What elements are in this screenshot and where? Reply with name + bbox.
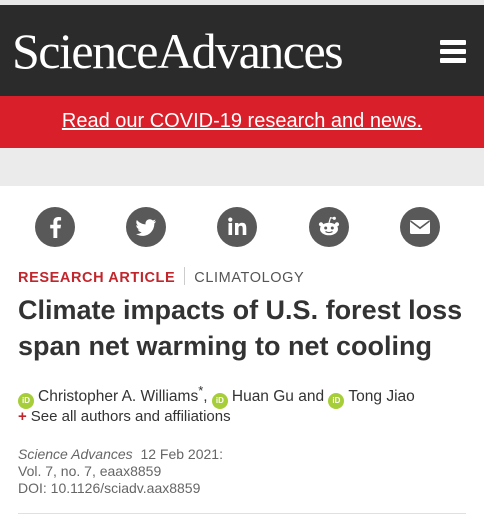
email-icon[interactable] [400, 207, 440, 247]
facebook-icon[interactable] [35, 207, 75, 247]
citation-block: Science Advances 12 Feb 2021: Vol. 7, no… [18, 446, 223, 497]
reddit-icon[interactable] [309, 207, 349, 247]
orcid-icon[interactable]: iD [211, 393, 228, 410]
orcid-icon[interactable]: iD [328, 393, 345, 410]
author-separator: and [293, 388, 329, 406]
doi-line[interactable]: DOI: 10.1126/sciadv.aax8859 [18, 480, 201, 496]
author-name[interactable]: Huan Gu [231, 388, 294, 406]
menu-bar [440, 58, 466, 63]
article-title: Climate impacts of U.S. forest loss span… [18, 295, 463, 361]
plus-icon: + [18, 408, 27, 425]
author-separator: , [203, 388, 212, 406]
author-name[interactable]: Tong Jiao [348, 388, 415, 406]
linkedin-icon[interactable] [217, 207, 257, 247]
publication-date: 12 Feb 2021: [140, 446, 223, 462]
tag-divider [184, 267, 186, 285]
citation-journal-line: Science Advances 12 Feb 2021: [18, 446, 223, 463]
hamburger-menu-icon[interactable] [440, 40, 470, 66]
corresponding-author-mark: * [198, 383, 204, 398]
author-list: iD Christopher A. Williams*, iD Huan Gu an… [18, 383, 415, 410]
section-divider [18, 513, 466, 514]
author-name[interactable]: Christopher A. Williams [38, 388, 199, 406]
article-type-tag[interactable]: RESEARCH ARTICLE [18, 270, 176, 286]
ad-placeholder-band [0, 148, 484, 186]
article-tags: RESEARCH ARTICLE CLIMATOLOGY [18, 267, 304, 287]
volume-line: Vol. 7, no. 7, eaax8859 [18, 463, 162, 479]
menu-bar [440, 49, 466, 54]
see-all-authors-label: See all authors and affiliations [30, 408, 231, 425]
top-status-strip [0, 0, 484, 5]
journal-logo[interactable]: ScienceAdvances [12, 23, 344, 79]
covid-research-link[interactable]: Read our COVID-19 research and news. [61, 110, 423, 132]
article-subject-tag[interactable]: CLIMATOLOGY [194, 270, 305, 286]
menu-bar [440, 40, 466, 45]
covid-banner: Read our COVID-19 research and news. [0, 96, 484, 148]
orcid-icon[interactable]: iD [18, 393, 34, 410]
journal-name: Science Advances [18, 446, 133, 462]
site-header: ScienceAdvances [0, 5, 484, 96]
twitter-icon[interactable] [126, 207, 166, 247]
see-all-authors-link[interactable]: + See all authors and affiliations [18, 408, 231, 425]
